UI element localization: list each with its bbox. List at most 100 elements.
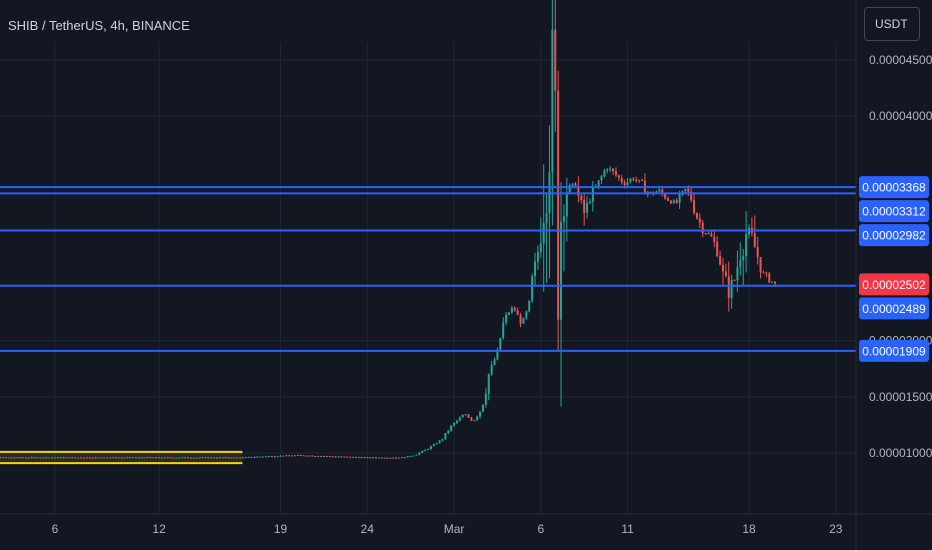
candle-body [614, 171, 617, 176]
candle-body [710, 233, 713, 237]
candle-body [325, 456, 328, 458]
candle-body [334, 456, 337, 458]
candle-body [256, 456, 259, 458]
candle-body [617, 175, 620, 178]
candle-body [429, 446, 432, 449]
x-tick-label: 6 [537, 522, 544, 536]
candle-body [733, 279, 736, 281]
candle-body [348, 456, 351, 458]
candle-body [510, 307, 513, 313]
candle-body [221, 457, 224, 459]
candle-body [707, 233, 710, 235]
candle-body [311, 455, 314, 457]
level-price-tag: 0.00003368 [862, 181, 926, 195]
candle-body [155, 457, 158, 459]
candle-body [360, 457, 363, 459]
candle-body [210, 457, 213, 459]
candle-body [704, 233, 707, 235]
candle-body [114, 457, 117, 459]
candle-body [745, 234, 748, 257]
candle-body [285, 455, 288, 457]
candle-body [701, 222, 704, 234]
candle-body [36, 457, 39, 459]
candle-body [612, 168, 615, 172]
candle-body [635, 179, 638, 181]
candle-body [771, 281, 774, 283]
candle-body [132, 457, 135, 459]
candle-body [65, 457, 68, 459]
candle-body [597, 180, 600, 188]
candle-body [383, 457, 386, 459]
candle-body [68, 457, 71, 459]
candle-body [337, 456, 340, 458]
level-price-tag-bg [859, 297, 929, 320]
candle-body [19, 457, 22, 459]
candle-body [476, 416, 479, 420]
candle-body [609, 168, 612, 170]
candle-body [82, 457, 85, 459]
candle-body [169, 457, 172, 459]
candle-body [392, 457, 395, 459]
candle-body [346, 456, 349, 458]
candle-body [490, 364, 493, 375]
candle-body [163, 457, 166, 459]
candle-body [632, 178, 635, 180]
candle-body [481, 404, 484, 412]
candle-body [117, 457, 120, 459]
candle-body [554, 29, 557, 91]
candle-body [681, 190, 684, 194]
candle-body [415, 454, 418, 456]
candle-body [470, 417, 473, 421]
candle-body [140, 457, 143, 459]
candle-body [204, 457, 207, 459]
candle-body [175, 457, 178, 459]
candle-body [302, 455, 305, 457]
candle-body [719, 256, 722, 265]
y-tick-label: 0.00001500 [869, 390, 932, 404]
candle-body [577, 185, 580, 196]
candle-body [588, 201, 591, 203]
candle-body [447, 430, 450, 434]
candle-body [586, 202, 589, 213]
candle-body [536, 252, 539, 262]
candle-body [756, 247, 759, 258]
candle-body [531, 276, 534, 301]
candle-body [146, 457, 149, 459]
candle-body [236, 457, 239, 459]
candle-body [262, 456, 265, 458]
candle-body [684, 188, 687, 191]
candle-body [661, 189, 664, 194]
candle-body [389, 457, 392, 459]
level-lines[interactable] [0, 186, 856, 352]
candle-body [129, 457, 132, 459]
candle-body [571, 183, 574, 185]
candle-body [675, 200, 678, 203]
candle-body [374, 457, 377, 459]
candle-body [322, 456, 325, 458]
candle-body [658, 189, 661, 192]
candle-body [427, 448, 430, 450]
candle-body [259, 456, 262, 458]
x-tick-label: 6 [52, 522, 59, 536]
candle-body [7, 457, 10, 459]
candle-body [250, 456, 253, 458]
candle-body [4, 457, 7, 459]
level-price-tag: 0.00001909 [862, 344, 926, 358]
candle-body [395, 457, 398, 459]
x-tick-label: 11 [621, 522, 634, 536]
candle-body [181, 457, 184, 459]
currency-button[interactable]: USDT [864, 7, 920, 41]
current-price-tag-bg [859, 273, 929, 296]
candle-body [539, 243, 542, 253]
candle-body [137, 457, 140, 459]
candle-body [424, 449, 427, 451]
candle-body [314, 455, 317, 457]
candle-body [0, 457, 2, 459]
candle-body [534, 261, 537, 277]
candle-body [574, 183, 577, 186]
candle-body [545, 213, 548, 223]
candle-body [406, 456, 409, 458]
candle-body [774, 281, 777, 284]
candle-body [606, 169, 609, 171]
